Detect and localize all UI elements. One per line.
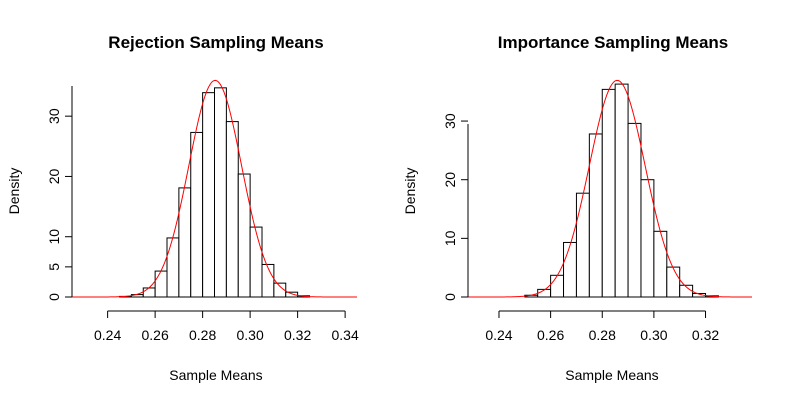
x-tick-label: 0.28 bbox=[189, 327, 216, 343]
histogram-panel-rejection: Rejection Sampling Means Sample Means De… bbox=[6, 33, 359, 383]
y-tick-label: 0 bbox=[442, 293, 458, 301]
x-tick-label: 0.26 bbox=[142, 327, 169, 343]
histogram-bar bbox=[261, 263, 275, 298]
y-tick-label: 30 bbox=[46, 108, 62, 124]
histogram-bar bbox=[214, 87, 227, 298]
chart-title: Rejection Sampling Means bbox=[108, 33, 323, 52]
x-axis: 0.24 0.26 0.28 0.30 0.32 0.34 bbox=[94, 310, 359, 343]
x-tick-label: 0.30 bbox=[237, 327, 264, 343]
histogram-bar bbox=[575, 192, 590, 298]
x-tick-label: 0.24 bbox=[94, 327, 121, 343]
y-axis: 0 5 10 20 30 bbox=[46, 86, 73, 301]
x-tick-label: 0.28 bbox=[589, 327, 616, 343]
histogram-bar bbox=[614, 83, 629, 298]
histogram-bar bbox=[142, 287, 156, 298]
histogram-bar bbox=[563, 241, 577, 298]
histogram-bar bbox=[154, 270, 168, 298]
y-tick-label: 20 bbox=[442, 172, 458, 188]
histogram-bar bbox=[190, 131, 204, 298]
x-tick-label: 0.32 bbox=[692, 327, 719, 343]
histogram-bars bbox=[524, 83, 719, 298]
histogram-bar bbox=[601, 88, 616, 298]
y-tick-label: 20 bbox=[46, 168, 62, 184]
y-axis-label: Density bbox=[402, 168, 418, 215]
y-axis-label: Density bbox=[6, 168, 22, 215]
histogram-panel-importance: Importance Sampling Means Sample Means D… bbox=[402, 33, 752, 383]
y-tick-label: 30 bbox=[442, 113, 458, 129]
histogram-bars bbox=[119, 87, 311, 298]
y-tick-label: 5 bbox=[46, 263, 62, 271]
density-curve bbox=[72, 79, 357, 298]
x-axis-label: Sample Means bbox=[565, 367, 658, 383]
y-tick-label: 10 bbox=[46, 229, 62, 245]
histogram-bar bbox=[653, 230, 668, 298]
x-tick-label: 0.34 bbox=[332, 327, 359, 343]
histogram-bar bbox=[273, 282, 287, 298]
x-tick-label: 0.30 bbox=[640, 327, 667, 343]
histogram-bar bbox=[627, 122, 642, 298]
histogram-bar bbox=[202, 92, 216, 298]
y-tick-label: 10 bbox=[442, 230, 458, 246]
histogram-bar bbox=[237, 173, 251, 298]
histogram-bar bbox=[285, 291, 299, 298]
x-tick-label: 0.32 bbox=[284, 327, 311, 343]
histogram-bar bbox=[666, 266, 681, 298]
y-tick-label: 0 bbox=[46, 293, 62, 301]
x-axis-label: Sample Means bbox=[169, 367, 262, 383]
x-tick-label: 0.26 bbox=[537, 327, 564, 343]
density-curve bbox=[468, 79, 752, 298]
y-axis: 0 10 20 30 bbox=[442, 113, 469, 301]
x-axis: 0.24 0.26 0.28 0.30 0.32 bbox=[485, 310, 719, 343]
chart-title: Importance Sampling Means bbox=[498, 33, 729, 52]
histogram-bar bbox=[550, 274, 565, 298]
histogram-bar bbox=[225, 121, 239, 298]
x-tick-label: 0.24 bbox=[485, 327, 512, 343]
histogram-bar bbox=[249, 226, 263, 298]
histogram-bar bbox=[166, 237, 180, 298]
